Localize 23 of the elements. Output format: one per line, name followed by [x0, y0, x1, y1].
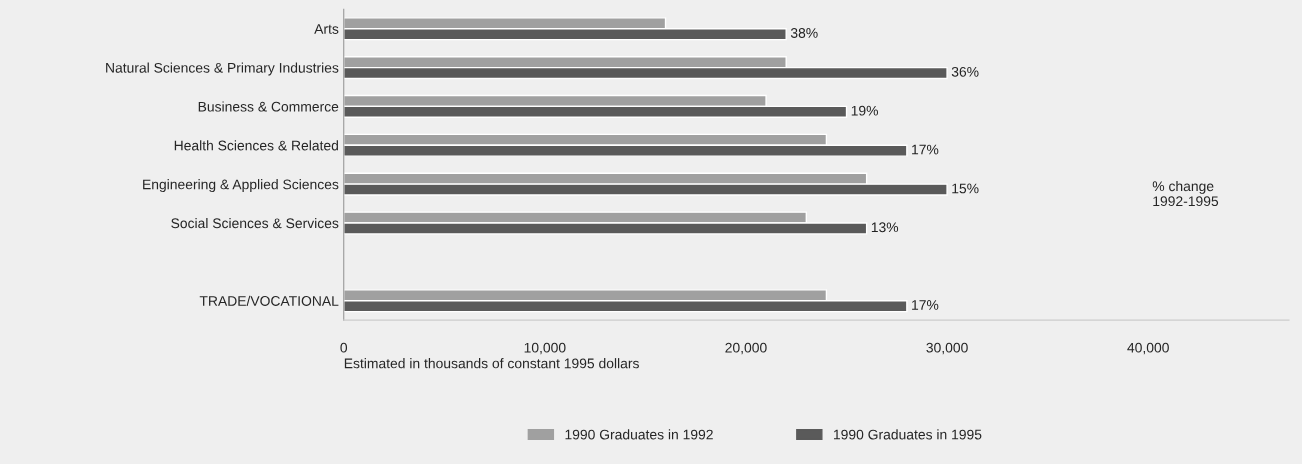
y-tick-label: Health Sciences & Related: [174, 140, 338, 151]
x-tick-label: 0: [340, 342, 348, 353]
x-axis-title: Estimated in thousands of constant 1995 dollars: [344, 358, 639, 369]
y-tick-label: TRADE/VOCATIONAL: [199, 295, 339, 306]
y-tick-label: Engineering & Applied Sciences: [143, 179, 339, 193]
x-tick-label: 30,000: [926, 342, 968, 355]
x-tick-label: 20,000: [725, 342, 767, 355]
legend-label: 1990 Graduates in 1992: [565, 429, 713, 440]
y-tick-label: Social Sciences & Services: [171, 217, 339, 229]
annotation: 36%: [951, 66, 979, 77]
annotation: 13%: [871, 222, 899, 233]
annotation: 38%: [790, 28, 818, 38]
legend-label: 1990 Graduates in 1995: [834, 429, 982, 440]
y-tick-label: Natural Sciences & Primary Industries: [106, 62, 339, 76]
annotation: % change 1992-1995: [1152, 180, 1219, 207]
x-tick-label: 40,000: [1127, 342, 1169, 355]
annotation: 17%: [912, 144, 939, 155]
y-tick-label: Business & Commerce: [198, 101, 339, 112]
annotation: 15%: [952, 183, 979, 194]
annotation: 17%: [912, 300, 939, 310]
annotation: 19%: [851, 105, 878, 116]
y-tick-label: Arts: [314, 24, 339, 34]
x-tick-label: 10,000: [524, 342, 566, 355]
